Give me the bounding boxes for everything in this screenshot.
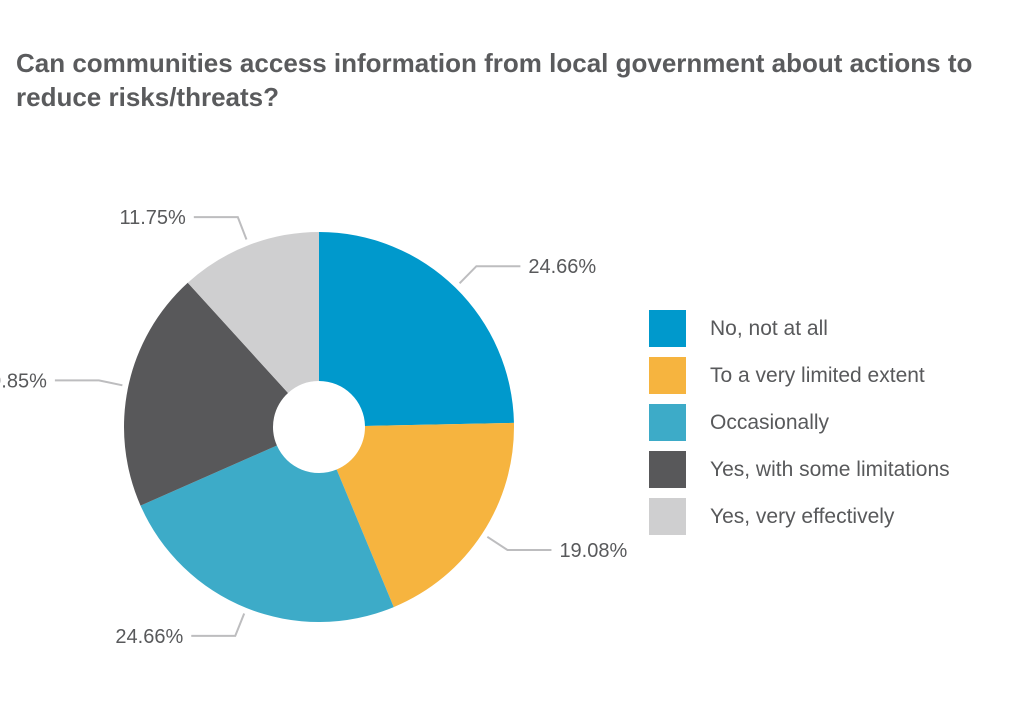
leader-line [54,379,123,387]
slice-to-a-very-limited-extent [336,422,514,608]
slice-no-not-at-all [319,232,514,427]
legend-item-very-limited-extent: To a very limited extent [649,357,950,394]
legend-swatch [649,357,686,394]
legend-swatch [649,404,686,441]
leader-line [191,613,246,637]
legend-item-no-not-at-all: No, not at all [649,310,950,347]
legend-label: Yes, with some limitations [710,457,950,481]
slice-yes-with-some-limitations [124,282,289,506]
legend-swatch [649,451,686,488]
legend-label: To a very limited extent [710,363,925,387]
data-label: 24.66% [528,256,596,278]
leader-line [193,216,248,240]
legend-item-some-limitations: Yes, with some limitations [649,451,950,488]
data-label: 19.08% [559,540,627,562]
leader-line [458,265,521,285]
legend-label: Yes, very effectively [710,504,895,528]
legend-item-occasionally: Occasionally [649,404,950,441]
data-label: 19.85% [0,370,47,392]
legend-label: No, not at all [710,316,828,340]
chart-title: Can communities access information from … [16,48,973,112]
legend: No, not at all To a very limited extent … [649,310,950,545]
data-label: 11.75% [119,207,186,229]
slice-yes-very-effectively [187,232,319,393]
legend-item-very-effectively: Yes, very effectively [649,498,950,535]
leader-line [486,535,552,551]
legend-label: Occasionally [710,410,830,434]
data-label: 24.66% [115,626,183,648]
legend-swatch [649,498,686,535]
slice-occasionally [140,445,394,622]
legend-swatch [649,310,686,347]
